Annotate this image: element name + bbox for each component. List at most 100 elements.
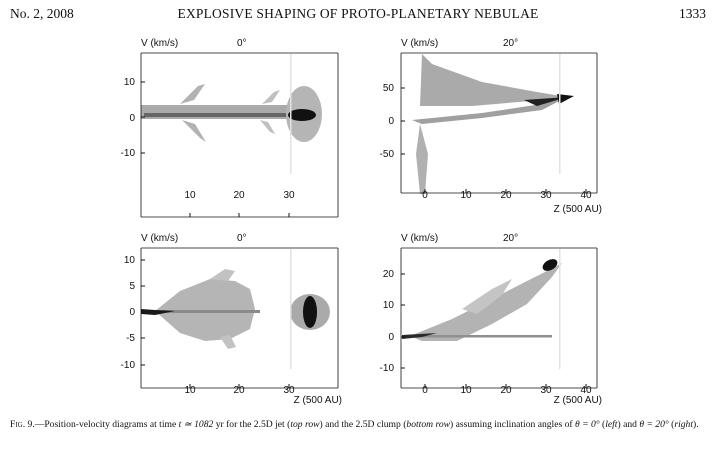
axis-ridge	[145, 310, 260, 313]
y-tick-20: 20	[383, 269, 405, 280]
x-tick-0: 0	[422, 384, 428, 396]
x-tick-10: 10	[184, 190, 196, 217]
x-tick-label: 20	[233, 190, 245, 201]
x-tick-label: 30	[283, 190, 295, 201]
y-tick-label: 0	[388, 116, 394, 127]
x-tick-30: 30	[540, 384, 552, 396]
y-tick-0: 0	[129, 307, 145, 318]
lower-wing	[182, 120, 206, 142]
x-tick-label: 40	[580, 385, 592, 396]
y-tick-label: 50	[383, 83, 395, 94]
y-axis-label: V (km/s)	[141, 38, 178, 49]
x-tick-0: 0	[422, 189, 428, 201]
x-tick-40: 40	[580, 384, 592, 396]
x-tick-20: 20	[500, 384, 512, 396]
clump-core	[542, 259, 558, 271]
fragment-cone-outer	[462, 279, 512, 314]
caption-text: yr for the 2.5D jet (	[213, 419, 291, 430]
y-tick-label: -50	[380, 149, 395, 160]
fragment-upper-edge	[210, 269, 235, 281]
y-tick-label: -10	[121, 360, 136, 371]
y-tick-label: -10	[380, 363, 395, 374]
angle-label: 20°	[503, 233, 518, 244]
x-tick-label: 0	[422, 385, 428, 396]
y-tick-50: 50	[383, 83, 405, 94]
x-axis-label: Z (500 AU)	[294, 395, 342, 406]
x-tick-20: 20	[233, 190, 245, 217]
intensity-map	[141, 53, 338, 217]
intensity-map	[401, 53, 597, 194]
y-tick-label: -5	[126, 333, 135, 344]
caption-text: ) and	[617, 419, 640, 430]
y-tick-label: 20	[383, 269, 395, 280]
jet-bright-ridge	[144, 113, 309, 117]
axis-ridge	[410, 335, 552, 338]
x-axis-label: Z (500 AU)	[554, 204, 602, 215]
x-tick-label: 30	[540, 190, 552, 201]
wing-right-down	[260, 120, 275, 134]
y-tick-minus10: -10	[121, 148, 145, 159]
y-tick-minus50: -50	[380, 149, 405, 160]
intensity-map	[401, 248, 597, 388]
x-tick-label: 10	[460, 385, 472, 396]
x-tick-label: 20	[233, 385, 245, 396]
caption-text: ).	[693, 419, 699, 430]
x-tick-10: 10	[184, 384, 196, 396]
y-tick-label: 0	[129, 307, 135, 318]
x-tick-label: 20	[500, 385, 512, 396]
caption-emph: top row	[290, 419, 320, 430]
caption-text: (	[599, 419, 606, 430]
pv-diagram-bottom-left: V (km/s) 0° Z (500 AU) 10 5 0 -5 -10 10 …	[121, 233, 342, 406]
x-axis-label: Z (500 AU)	[554, 395, 602, 406]
pv-diagram-top-left: V (km/s) 0° 10 0 -10 10 20 30	[121, 38, 339, 218]
figure-caption: Fig. 9.—Position-velocity diagrams at ti…	[10, 419, 706, 431]
upper-wing	[180, 84, 205, 104]
y-tick-10: 10	[124, 77, 145, 88]
y-tick-minus10: -10	[380, 363, 405, 374]
main-beam	[412, 97, 567, 124]
caption-text: —Position-velocity diagrams at time	[34, 419, 179, 430]
pv-diagram-bottom-right: V (km/s) 20° Z (500 AU) 20 10 0 -10 0 10…	[380, 233, 602, 406]
jet-tip	[557, 94, 574, 104]
x-tick-30: 30	[283, 384, 295, 396]
y-tick-label: 5	[129, 281, 135, 292]
x-tick-label: 0	[422, 190, 428, 201]
y-tick-0: 0	[388, 116, 405, 127]
caption-emph: left	[605, 419, 618, 430]
x-tick-label: 30	[540, 385, 552, 396]
y-axis-label: V (km/s)	[401, 38, 438, 49]
shock-streak	[524, 97, 567, 106]
angle-label: 0°	[237, 233, 247, 244]
wing-right-up	[262, 90, 280, 104]
y-tick-label: 10	[383, 300, 395, 311]
x-tick-label: 40	[580, 190, 592, 201]
angle-label: 0°	[237, 38, 247, 49]
clump-core	[303, 296, 317, 328]
y-tick-label: 10	[124, 77, 136, 88]
y-tick-label: 10	[124, 255, 136, 266]
y-tick-10: 10	[124, 255, 145, 266]
y-tick-label: 0	[129, 113, 135, 124]
y-tick-0: 0	[388, 332, 405, 343]
y-tick-10: 10	[383, 300, 405, 311]
y-axis-label: V (km/s)	[401, 233, 438, 244]
caption-emph: right	[674, 419, 694, 430]
journal-issue: No. 2, 2008	[10, 6, 74, 21]
x-tick-40: 40	[580, 189, 592, 201]
x-tick-label: 10	[184, 385, 196, 396]
angle-label: 20°	[503, 38, 518, 49]
y-axis-label: V (km/s)	[141, 233, 178, 244]
x-tick-10: 10	[460, 384, 472, 396]
x-tick-20: 20	[500, 189, 512, 201]
caption-math: θ = 20°	[639, 419, 669, 430]
y-tick-minus10: -10	[121, 360, 145, 371]
y-tick-5: 5	[129, 281, 145, 292]
running-title: EXPLOSIVE SHAPING OF PROTO-PLANETARY NEB…	[177, 6, 539, 21]
x-tick-20: 20	[233, 384, 245, 396]
caption-text: ) assuming inclination angles of	[450, 419, 575, 430]
caption-emph: bottom row	[406, 419, 451, 430]
y-tick-0: 0	[129, 113, 145, 124]
x-tick-label: 10	[184, 190, 196, 201]
bow-shock-peak	[288, 109, 316, 121]
figure-label: Fig. 9.	[10, 419, 35, 430]
